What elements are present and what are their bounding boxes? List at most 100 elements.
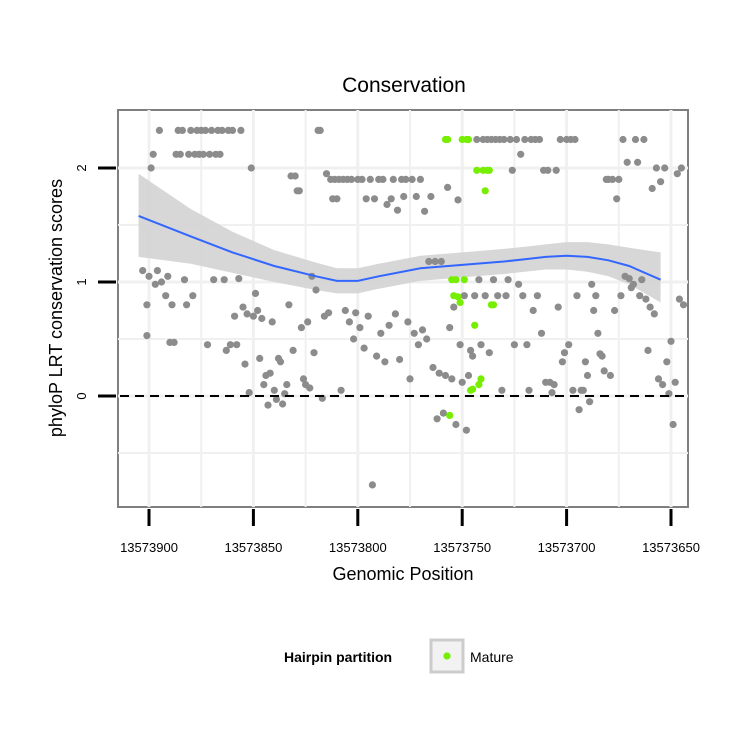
other-point (552, 166, 560, 174)
other-point (176, 150, 184, 158)
other-point (629, 280, 638, 288)
other-point (316, 126, 324, 134)
other-point (590, 306, 598, 315)
other-point (264, 401, 272, 409)
other-point (500, 135, 508, 144)
other-point (608, 175, 617, 183)
other-point (581, 358, 590, 366)
other-point (379, 175, 387, 183)
other-point (139, 267, 147, 275)
other-point (636, 292, 644, 300)
other-point (231, 312, 239, 320)
other-point (558, 358, 567, 366)
other-point (228, 126, 237, 134)
other-point (276, 358, 285, 366)
mature-point (454, 293, 462, 301)
mature-point (446, 411, 454, 419)
other-point (360, 344, 368, 352)
other-point (569, 386, 577, 394)
mature-point (485, 166, 493, 174)
other-point (147, 164, 155, 172)
other-point (306, 384, 314, 392)
other-point (189, 292, 197, 300)
other-point (168, 301, 176, 309)
mature-point (460, 276, 468, 284)
other-point (506, 135, 514, 144)
other-point (322, 170, 331, 178)
other-point (341, 306, 349, 315)
other-point (481, 292, 489, 300)
other-point (677, 164, 686, 172)
other-point (446, 324, 454, 332)
other-point (206, 150, 214, 158)
plot-panel (117, 109, 689, 508)
other-point (425, 257, 433, 266)
y-axis-title: phyloP LRT conservation scores (46, 179, 66, 437)
other-point (617, 292, 625, 300)
other-point (370, 195, 379, 203)
other-point (523, 341, 531, 349)
other-point (199, 150, 207, 158)
other-point (456, 341, 464, 349)
other-point (673, 170, 681, 178)
other-point (565, 341, 573, 349)
other-point (583, 371, 592, 380)
other-point (494, 292, 502, 300)
other-point (143, 332, 151, 340)
other-point (396, 355, 404, 364)
other-point (502, 292, 510, 300)
other-point (535, 135, 544, 144)
other-point (498, 386, 506, 394)
other-point (464, 371, 473, 380)
other-point (537, 329, 546, 337)
y-tick-label: 1 (74, 278, 89, 285)
other-point (226, 341, 234, 349)
mature-point (469, 385, 477, 393)
other-point (402, 175, 410, 183)
other-point (579, 386, 587, 394)
other-point (258, 314, 266, 323)
other-point (266, 369, 274, 377)
other-point (611, 306, 619, 315)
other-point (333, 195, 341, 203)
other-point (249, 312, 257, 320)
other-point (164, 272, 172, 280)
legend-label-mature: Mature (470, 649, 514, 665)
panel-border (117, 109, 689, 508)
other-point (659, 381, 667, 389)
mature-point (444, 135, 452, 144)
other-point (625, 275, 633, 283)
other-point (554, 303, 562, 311)
other-point (648, 184, 656, 193)
other-point (654, 375, 663, 383)
other-point (222, 346, 230, 354)
other-point (519, 292, 527, 300)
other-point (393, 206, 402, 214)
other-point (652, 164, 661, 172)
other-point (377, 329, 385, 337)
other-point (638, 276, 646, 284)
other-point (162, 292, 170, 300)
other-point (187, 126, 195, 134)
other-point (387, 195, 395, 203)
other-point (421, 207, 429, 215)
other-point (218, 126, 226, 134)
other-point (345, 318, 353, 326)
mature-point (473, 166, 481, 174)
other-point (210, 276, 218, 284)
other-point (235, 275, 243, 283)
other-point (521, 135, 529, 144)
other-point (170, 338, 178, 346)
other-point (299, 375, 308, 383)
mature-point (489, 301, 498, 309)
other-point (304, 318, 312, 326)
x-tick-label: 13573800 (329, 540, 387, 555)
other-point (504, 276, 512, 284)
other-point (356, 324, 364, 332)
other-point (661, 164, 669, 172)
other-point (310, 349, 318, 357)
other-point (412, 192, 420, 201)
other-point (183, 301, 191, 309)
other-point (544, 166, 552, 174)
other-point (657, 178, 665, 186)
